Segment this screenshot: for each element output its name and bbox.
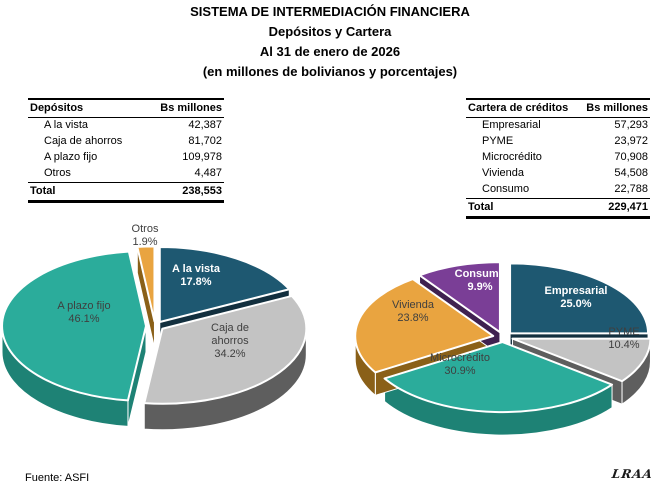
pie-slice-percent: 46.1% [68, 313, 99, 325]
row-value: 70,908 [614, 151, 648, 163]
row-value: 42,387 [188, 119, 222, 131]
row-label: Microcrédito [482, 151, 542, 163]
pie-slice-label: A la vista [172, 263, 221, 275]
deposits-header-amount: Bs millones [160, 102, 222, 114]
table-row: Empresarial 57,293 [466, 118, 650, 134]
pie-slice [143, 294, 308, 405]
row-label: PYME [482, 135, 514, 147]
pie-slice-label: PYME [608, 326, 639, 338]
row-label: Otros [44, 167, 71, 179]
page-title: SISTEMA DE INTERMEDIACIÓN FINANCIERA Dep… [0, 2, 660, 82]
row-label: Vivienda [482, 167, 524, 179]
table-row: Otros 4,487 [28, 166, 224, 182]
row-value: 22,788 [614, 183, 648, 195]
table-row: Caja de ahorros 81,702 [28, 134, 224, 150]
pie-slice-label: Caja de [211, 322, 249, 334]
pie-tops [1, 245, 308, 405]
pie-slice [418, 261, 501, 334]
pie-slice-label: Empresarial [545, 285, 608, 297]
page-title-line-4: (en millones de bolivianos y porcentajes… [202, 64, 458, 79]
pie-slice-percent: 10.4% [608, 339, 639, 351]
portfolio-table-header: Cartera de créditos Bs millones [466, 98, 650, 118]
deposits-table-total: Total 238,553 [28, 182, 224, 203]
pie-slice-label: ahorros [211, 335, 249, 347]
table-row: A la vista 42,387 [28, 118, 224, 134]
page-title-line-1: SISTEMA DE INTERMEDIACIÓN FINANCIERA [190, 4, 470, 19]
portfolio-table-body: Empresarial 57,293 PYME 23,972 Microcrédito 7… [466, 118, 650, 198]
portfolio-header-amount: Bs millones [586, 102, 648, 114]
table-row: PYME 23,972 [466, 134, 650, 150]
pie-slice-label: Vivienda [392, 299, 435, 311]
row-value: 4,487 [194, 167, 222, 179]
row-label: Empresarial [482, 119, 541, 131]
pie-slice-percent: 30.9% [444, 365, 475, 377]
pie-slice-percent: 34.2% [214, 348, 245, 360]
table-row: Consumo 22,788 [466, 182, 650, 198]
pie-slice [354, 278, 495, 374]
deposits-header-label: Depósitos [30, 102, 84, 114]
pie-slice-label: A plazo fijo [57, 300, 110, 312]
pie-slice-percent: 1.9% [132, 236, 157, 248]
row-label: A plazo fijo [44, 151, 98, 163]
row-value: 23,972 [614, 135, 648, 147]
pie-slice-label: Consumo [455, 268, 506, 280]
author-initials: LRAA [610, 467, 654, 481]
pie-slice [383, 341, 614, 414]
pie-tops [354, 261, 652, 414]
pie-slice-percent: 9.9% [467, 281, 492, 293]
row-value: 57,293 [614, 119, 648, 131]
deposits-total-label: Total [30, 185, 56, 197]
source-label: Fuente: ASFI [25, 472, 90, 484]
deposits-table-header: Depósitos Bs millones [28, 98, 224, 118]
pie-slice [511, 337, 652, 383]
page-title-line-3: Al 31 de enero de 2026 [259, 44, 401, 59]
table-row: Microcrédito 70,908 [466, 150, 650, 166]
deposits-table-body: A la vista 42,387 Caja de ahorros 81,702 A p… [28, 118, 224, 182]
deposits-table: Depósitos Bs millones A la vista 42,387 Ca… [28, 98, 224, 203]
pie-slice [1, 250, 147, 402]
pie-slice [509, 262, 650, 335]
row-value: 81,702 [188, 135, 222, 147]
row-label: A la vista [44, 119, 89, 131]
table-row: A plazo fijo 109,978 [28, 150, 224, 166]
pie-slice-label: Microcrédito [430, 352, 490, 364]
portfolio-total-amount: 229,471 [608, 201, 648, 213]
row-value: 109,978 [182, 151, 222, 163]
pie-slice-percent: 17.8% [180, 276, 211, 288]
pie-slice [136, 245, 156, 323]
pie-slice-percent: 25.0% [560, 298, 591, 310]
pie-slice [158, 246, 291, 324]
portfolio-table: Cartera de créditos Bs millones Empresar… [466, 98, 650, 219]
page-title-line-2: Depósitos y Cartera [268, 24, 392, 39]
portfolio-total-label: Total [468, 201, 494, 213]
pie-slice-label: Otros [132, 223, 159, 235]
table-row: Vivienda 54,508 [466, 166, 650, 182]
portfolio-header-label: Cartera de créditos [468, 102, 569, 114]
row-label: Caja de ahorros [44, 135, 123, 147]
pie-slice-percent: 23.8% [397, 312, 428, 324]
deposits-total-amount: 238,553 [182, 185, 222, 197]
row-value: 54,508 [614, 167, 648, 179]
portfolio-table-total: Total 229,471 [466, 198, 650, 219]
row-label: Consumo [482, 183, 530, 195]
